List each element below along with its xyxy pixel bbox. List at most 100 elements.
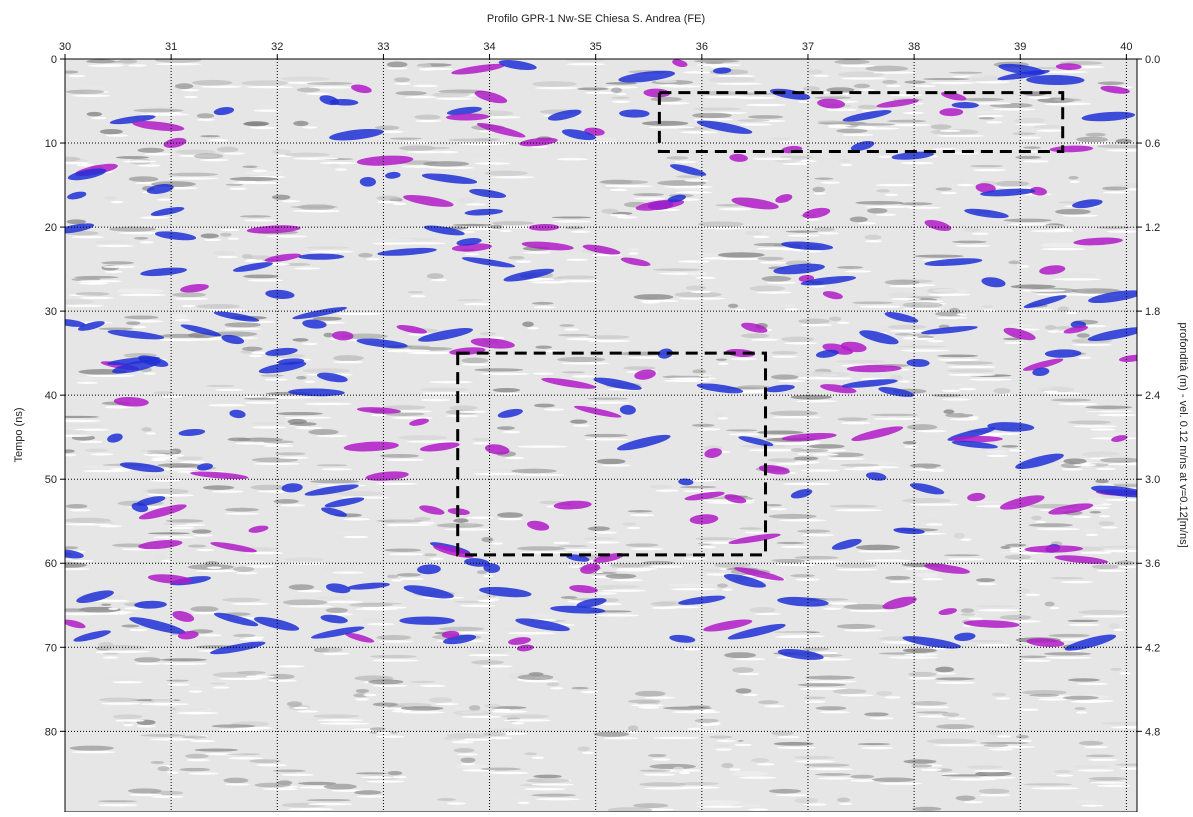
texture-streak — [1090, 511, 1101, 514]
texture-streak — [849, 123, 895, 125]
texture-streak — [137, 148, 164, 153]
texture-highlight — [550, 687, 563, 689]
texture-highlight — [997, 735, 1011, 737]
texture-streak — [117, 288, 164, 293]
texture-streak — [195, 748, 239, 751]
texture-streak — [867, 208, 887, 214]
texture-highlight — [304, 381, 315, 383]
texture-streak — [518, 674, 554, 680]
texture-highlight — [277, 665, 305, 667]
texture-streak — [484, 171, 528, 176]
texture-highlight — [885, 194, 898, 196]
texture-highlight — [343, 536, 369, 538]
texture-streak — [814, 227, 835, 232]
texture-highlight — [604, 185, 636, 187]
texture-highlight — [770, 508, 787, 510]
texture-streak — [532, 81, 577, 87]
texture-highlight — [189, 690, 202, 692]
texture-highlight — [402, 711, 445, 713]
texture-streak — [427, 273, 444, 279]
texture-highlight — [1001, 186, 1035, 188]
texture-highlight — [1056, 774, 1074, 776]
texture-streak — [147, 450, 177, 453]
texture-streak — [837, 417, 867, 421]
texture-streak — [871, 414, 918, 416]
texture-streak — [557, 253, 579, 258]
texture-highlight — [447, 802, 466, 804]
texture-streak — [1045, 602, 1055, 607]
texture-highlight — [429, 381, 473, 383]
texture-streak — [649, 485, 672, 489]
texture-highlight — [628, 252, 638, 254]
texture-streak — [803, 647, 829, 650]
texture-highlight — [135, 663, 162, 665]
texture-streak — [387, 575, 399, 579]
texture-streak — [887, 325, 926, 329]
texture-streak — [147, 489, 190, 495]
texture-highlight — [701, 546, 717, 548]
texture-streak — [304, 399, 352, 401]
texture-highlight — [162, 396, 183, 398]
texture-streak — [274, 499, 299, 504]
texture-highlight — [376, 732, 392, 734]
texture-highlight — [891, 124, 930, 126]
texture-streak — [980, 742, 1029, 744]
texture-highlight — [756, 291, 791, 293]
texture-streak — [166, 519, 204, 523]
texture-highlight — [836, 568, 878, 570]
texture-streak — [175, 707, 211, 712]
texture-streak — [52, 416, 99, 418]
texture-streak — [1079, 741, 1103, 746]
texture-streak — [52, 608, 96, 611]
texture-highlight — [783, 483, 831, 485]
texture-streak — [1110, 668, 1122, 671]
texture-streak — [201, 233, 219, 238]
texture-streak — [855, 201, 903, 205]
texture-streak — [1098, 81, 1125, 85]
texture-streak — [967, 501, 1009, 503]
texture-streak — [917, 573, 938, 578]
x-tick-label: 36 — [696, 41, 708, 53]
texture-streak — [836, 129, 867, 134]
texture-highlight — [175, 319, 191, 321]
texture-highlight — [88, 65, 123, 67]
texture-highlight — [652, 758, 670, 760]
texture-highlight — [207, 567, 222, 569]
texture-highlight — [132, 326, 146, 328]
texture-highlight — [229, 188, 247, 190]
texture-highlight — [400, 578, 424, 580]
texture-highlight — [228, 238, 239, 240]
texture-streak — [188, 545, 206, 548]
texture-streak — [203, 400, 240, 403]
texture-highlight — [225, 513, 259, 515]
texture-streak — [432, 92, 470, 97]
texture-streak — [949, 308, 960, 313]
texture-highlight — [491, 542, 503, 544]
texture-streak — [397, 573, 421, 577]
texture-highlight — [483, 575, 493, 577]
texture-highlight — [78, 280, 122, 282]
texture-highlight — [587, 541, 620, 543]
texture-highlight — [101, 703, 141, 705]
texture-highlight — [293, 707, 308, 709]
texture-highlight — [520, 551, 569, 553]
texture-streak — [197, 113, 214, 118]
texture-highlight — [566, 259, 588, 261]
texture-highlight — [602, 464, 631, 466]
texture-streak — [731, 771, 769, 776]
texture-highlight — [1045, 657, 1092, 659]
texture-highlight — [596, 592, 617, 594]
texture-streak — [949, 179, 967, 183]
texture-streak — [908, 672, 936, 677]
texture-highlight — [444, 528, 491, 530]
texture-streak — [1086, 133, 1106, 137]
texture-streak — [669, 373, 717, 376]
texture-streak — [961, 613, 976, 615]
texture-streak — [876, 691, 892, 696]
texture-streak — [484, 704, 500, 708]
texture-streak — [44, 429, 87, 434]
texture-highlight — [429, 167, 475, 169]
texture-highlight — [503, 431, 521, 433]
texture-highlight — [987, 455, 1009, 457]
texture-streak — [394, 77, 410, 82]
